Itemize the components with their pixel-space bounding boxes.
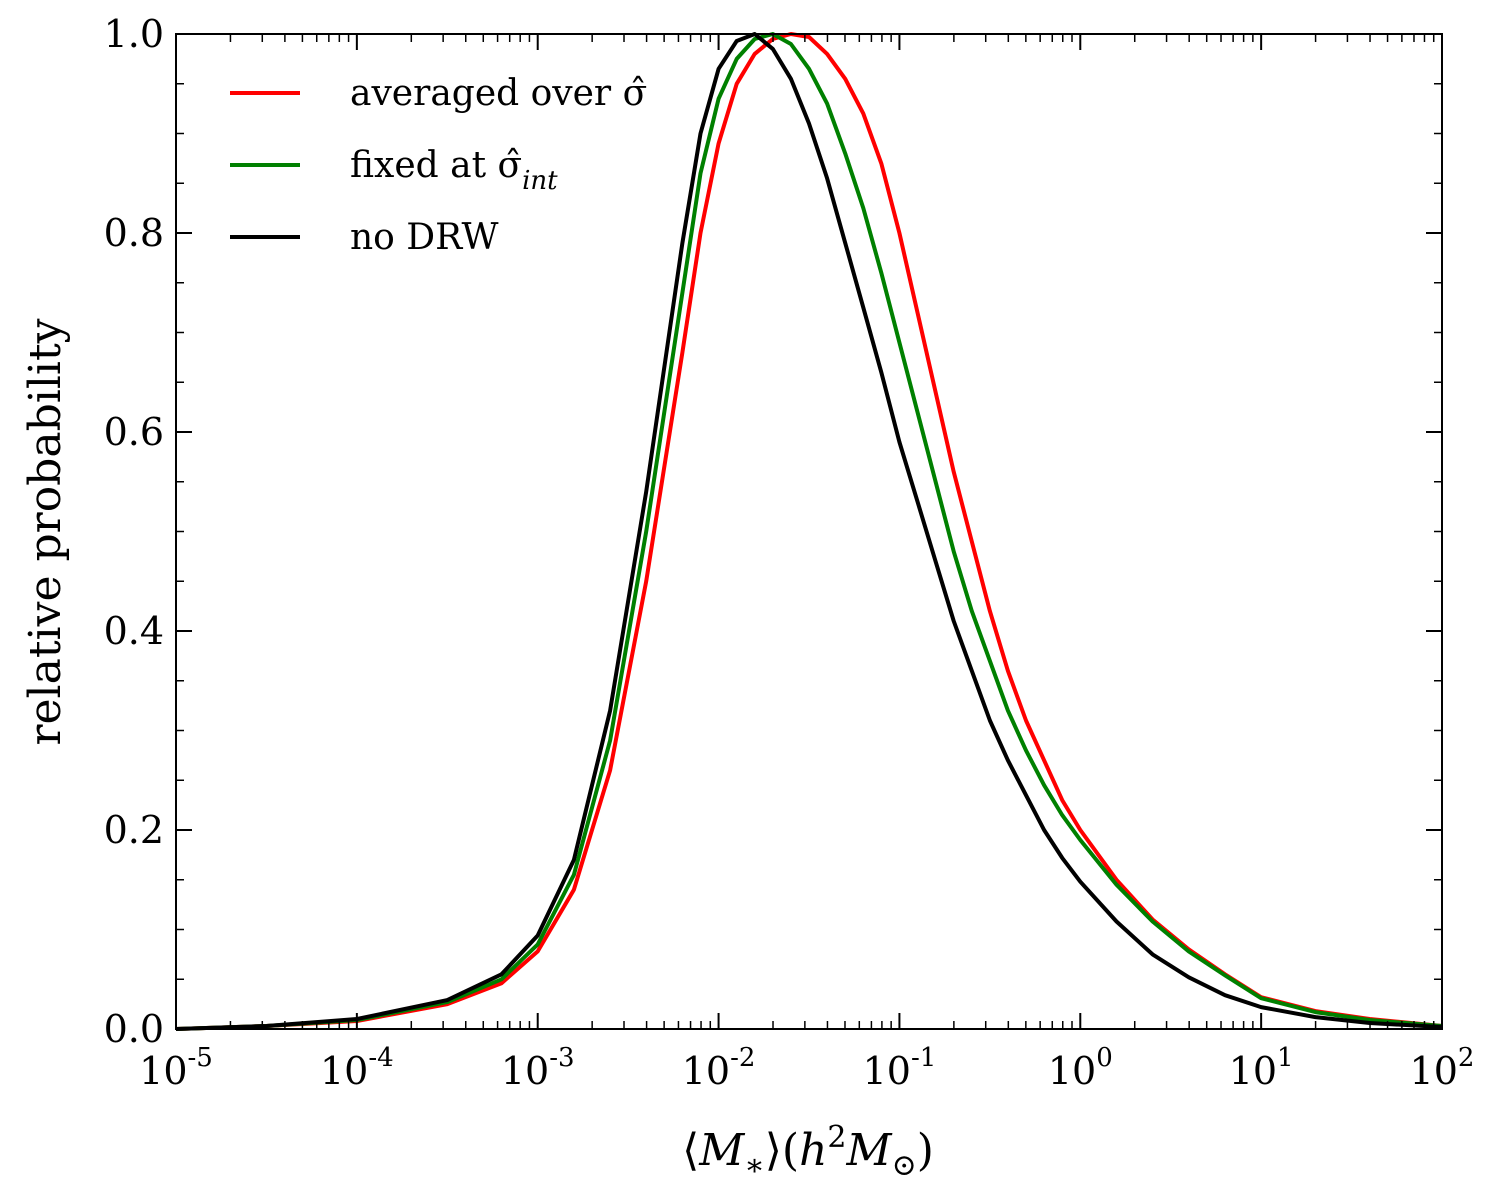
x-axis-title-part: ⊙ — [892, 1148, 917, 1183]
x-axis-title-part: ⟨ — [682, 1125, 699, 1176]
x-tick-exponent: -1 — [911, 1043, 936, 1073]
x-tick-exponent: 2 — [1458, 1043, 1475, 1073]
x-tick-exponent: 0 — [1096, 1043, 1113, 1073]
tick-labels: 0.00.20.40.60.81.010-5 10-4 10-3 10-2 10-1 10… — [104, 12, 1475, 1093]
x-tick-label: 100 — [1048, 1043, 1113, 1093]
x-tick-label: 10-3 — [501, 1043, 575, 1093]
y-tick-label: 0.8 — [104, 211, 164, 255]
x-tick-base: 10 — [1410, 1049, 1458, 1093]
x-tick-base: 10 — [139, 1049, 187, 1093]
x-tick-exponent: -3 — [549, 1043, 574, 1073]
legend: averaged over σ̂ fixed at σ̂int no DRW — [230, 73, 647, 258]
legend-label-subscript: int — [522, 166, 558, 196]
x-tick-base: 10 — [501, 1049, 549, 1093]
x-axis-title-part: 2 — [827, 1120, 846, 1155]
x-tick-label: 10-4 — [320, 1043, 394, 1093]
series-layer — [175, 32, 1443, 1031]
y-axis-title: relative probability — [20, 318, 71, 745]
x-axis-title-part: h — [799, 1125, 827, 1176]
x-tick-base: 10 — [1048, 1049, 1096, 1093]
series-line-0 — [175, 32, 1443, 1031]
x-tick-label: 10-5 — [139, 1043, 213, 1093]
x-axis-title-part: ⟩( — [765, 1125, 799, 1176]
x-axis-title-part: ∗ — [744, 1148, 764, 1183]
x-tick-base: 10 — [682, 1049, 730, 1093]
x-tick-base: 10 — [320, 1049, 368, 1093]
x-axis-title: ⟨M∗⟩(h2M⊙) — [682, 1120, 934, 1183]
legend-label-text: averaged over σ̂ — [350, 73, 647, 114]
legend-label-text: fixed at σ̂ — [350, 145, 522, 186]
y-tick-label: 0.4 — [104, 609, 164, 653]
x-tick-base: 10 — [1229, 1049, 1277, 1093]
legend-label-2: no DRW — [350, 217, 498, 258]
plot-area — [175, 32, 1443, 1031]
legend-label-0: averaged over σ̂ — [350, 73, 647, 114]
series-line-2 — [175, 32, 1443, 1031]
x-axis-title-part: ) — [917, 1125, 934, 1176]
y-tick-label: 0.0 — [104, 1007, 164, 1051]
x-tick-label: 102 — [1410, 1043, 1475, 1093]
x-tick-exponent: -4 — [368, 1043, 393, 1073]
legend-label-1: fixed at σ̂int — [350, 145, 558, 196]
x-axis-title-part: M — [698, 1125, 745, 1176]
x-tick-exponent: 1 — [1277, 1043, 1294, 1073]
y-tick-label: 0.2 — [104, 808, 164, 852]
ticks-layer — [175, 33, 1443, 1030]
x-tick-label: 10-2 — [682, 1043, 756, 1093]
x-tick-exponent: -5 — [188, 1043, 213, 1073]
series-line-1 — [175, 32, 1443, 1031]
x-tick-label: 101 — [1229, 1043, 1294, 1093]
x-tick-exponent: -2 — [730, 1043, 755, 1073]
y-tick-label: 0.6 — [104, 410, 164, 454]
x-tick-label: 10-1 — [863, 1043, 937, 1093]
x-tick-base: 10 — [863, 1049, 911, 1093]
legend-label-text: no DRW — [350, 217, 498, 258]
x-axis-title-part: M — [846, 1125, 893, 1176]
y-tick-label: 1.0 — [104, 12, 164, 56]
